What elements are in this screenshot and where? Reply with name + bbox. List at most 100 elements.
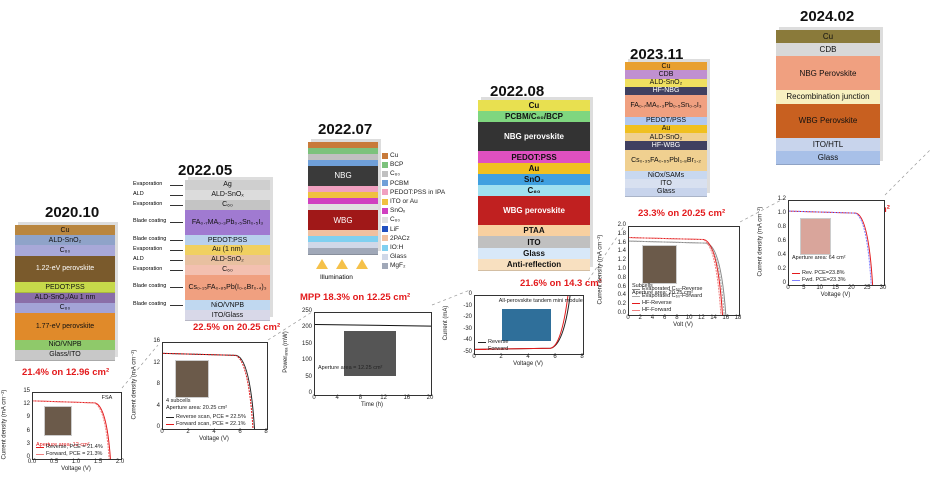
- curve: [163, 352, 254, 429]
- legend-swatch: [382, 216, 388, 223]
- layer: FA₀.₇MA₀.₃Pb₀.₅Sn₀.₅I₃: [185, 209, 270, 237]
- x-tick-label: 5: [802, 285, 806, 291]
- legend-entry: Forward: [478, 346, 508, 352]
- curve: [789, 210, 872, 285]
- curve: [629, 240, 725, 315]
- legend-entry: C₆₀: [382, 170, 400, 177]
- process-arrow: [170, 250, 183, 251]
- legend-swatch: [382, 226, 388, 233]
- legend-text: Reverse, PCE = 21.4%: [46, 444, 103, 450]
- layer: Glass/ITO: [15, 349, 115, 361]
- legend-text: Rev. PCE=23.8%: [802, 270, 845, 276]
- legend-entry: Evaporated C₆₀-Reverse: [632, 286, 702, 292]
- x-tick-label: 1.0: [71, 459, 81, 465]
- plot-note: Aperture area: 12 cm²: [36, 442, 90, 449]
- illumination-arrow: [316, 259, 328, 269]
- milestone-date: 2022.07: [318, 121, 373, 138]
- y-tick-label: 4: [156, 402, 160, 409]
- legend-text: Cu: [390, 152, 399, 159]
- x-tick-label: 2.0: [115, 459, 125, 465]
- layer: ITO/Glass: [185, 310, 270, 321]
- milestone-date: 2020.10: [45, 204, 100, 221]
- legend-text: LiF: [390, 225, 400, 233]
- legend-swatch: [382, 161, 388, 168]
- process-arrow: [170, 259, 183, 261]
- layer: WBG: [308, 209, 378, 232]
- legend-swatch: [382, 152, 388, 159]
- y-tick-label: 0.8: [777, 224, 786, 230]
- x-tick-label: 10: [685, 315, 693, 321]
- y-tick-label: 0.6: [777, 238, 786, 244]
- legend-swatch: [382, 235, 388, 242]
- process-label: Blade coating: [133, 283, 167, 290]
- legend-line: [478, 341, 486, 343]
- legend-text: IO:H: [390, 244, 404, 251]
- x-tick-label: 6: [553, 354, 557, 360]
- legend-text: Reverse scan, PCE = 22.5%: [176, 414, 246, 420]
- efficiency-label: 23.3% on 20.25 cm²: [638, 208, 726, 219]
- legend-entry: Forward scan, PCE = 22.1%: [166, 421, 246, 427]
- plot-note: FSA: [101, 395, 113, 401]
- x-tick-label: 1.5: [93, 459, 103, 465]
- x-axis-label: Volt (V): [673, 322, 693, 328]
- layer: CDB: [776, 43, 880, 58]
- legend-entry: PEDOT:PSS in IPA: [382, 189, 445, 196]
- device-stack: Cu ALD-SnO₂ C₆₀ 1.22-eV perovskite PEDOT:PSS…: [15, 225, 115, 361]
- x-tick-label: 4: [335, 395, 339, 401]
- x-axis-label: Time (h): [360, 402, 384, 408]
- x-tick-label: 16: [403, 395, 411, 401]
- efficiency-label: MPP 18.3% on 12.25 cm²: [300, 292, 411, 303]
- process-arrow: [170, 305, 183, 307]
- plot-frame: Aperture area = 12.25 cm²: [314, 312, 432, 396]
- legend-entry: LiF: [382, 226, 399, 233]
- legend-text: Forward, PCE = 21.3%: [46, 451, 103, 457]
- y-tick-label: 3: [26, 440, 30, 447]
- x-tick-label: 8: [358, 395, 363, 401]
- legend-text: Glass: [390, 253, 407, 261]
- legend-entry: C₆₀: [382, 216, 400, 223]
- y-tick-label: 250: [301, 308, 312, 314]
- x-tick-label: 20: [426, 395, 434, 401]
- plot-frame: 4 subcells Aperture area: 20.25 cm² Revers…: [162, 342, 268, 430]
- x-tick-label: 0: [786, 285, 790, 291]
- x-tick-label: 18: [734, 315, 742, 321]
- x-axis-label: Voltage (V): [61, 466, 91, 472]
- y-tick-label: 16: [153, 338, 160, 344]
- legend-line: [792, 272, 800, 274]
- legend-line: [632, 302, 640, 304]
- x-tick-label: 0.5: [49, 459, 59, 465]
- device-stack: Cu CDB ALD-SnO₂ HF-NBG FA₀.₇MA₀.₃Pb₀.₅Sn₀.₅I…: [625, 62, 707, 197]
- y-tick-label: 2.0: [617, 222, 626, 228]
- plot-curves: [163, 352, 256, 429]
- legend-entry: Evaporated C₆₀-Forward: [632, 293, 702, 299]
- plot-note: 4 subcells: [166, 398, 191, 405]
- layer: FA₀.₇MA₀.₃Pb₀.₅Sn₀.₅I₃: [625, 95, 707, 118]
- x-tick-label: 0: [626, 315, 630, 321]
- x-tick-label: 6: [238, 429, 242, 435]
- y-axis-label: Current density (mA cm⁻²): [757, 206, 764, 277]
- plot-curves: [789, 210, 874, 285]
- y-tick-label: -50: [463, 349, 472, 355]
- y-tick-label: 15: [23, 388, 30, 394]
- legend-line: [632, 288, 640, 290]
- y-tick-label: 0.8: [617, 274, 626, 281]
- plot-curves: [475, 296, 571, 350]
- x-tick-label: 0: [160, 429, 164, 435]
- y-tick-label: 1.2: [777, 196, 786, 202]
- legend-entry: 2PACz: [382, 235, 410, 242]
- layer: Recombination junction: [776, 90, 880, 105]
- y-axis-label: Current density (mA cm⁻²): [1, 389, 8, 460]
- y-tick-label: 0.4: [777, 252, 786, 258]
- legend-entry: Reverse: [478, 339, 508, 345]
- efficiency-label: 21.6% on 14.3 cm²: [520, 278, 602, 289]
- plot-note: Aperture area = 12.25 cm²: [318, 365, 383, 372]
- y-axis-label: Current density (mA cm⁻²): [597, 234, 604, 305]
- milestone-date: 2022.08: [490, 83, 545, 100]
- legend-text: Fwd. PCE=23.3%: [802, 277, 846, 283]
- y-tick-label: 0: [308, 390, 312, 396]
- y-tick-label: 0: [468, 291, 472, 297]
- x-tick-label: 2: [186, 429, 190, 435]
- x-tick-label: 6: [662, 315, 667, 321]
- legend-entry: Glass: [382, 253, 407, 260]
